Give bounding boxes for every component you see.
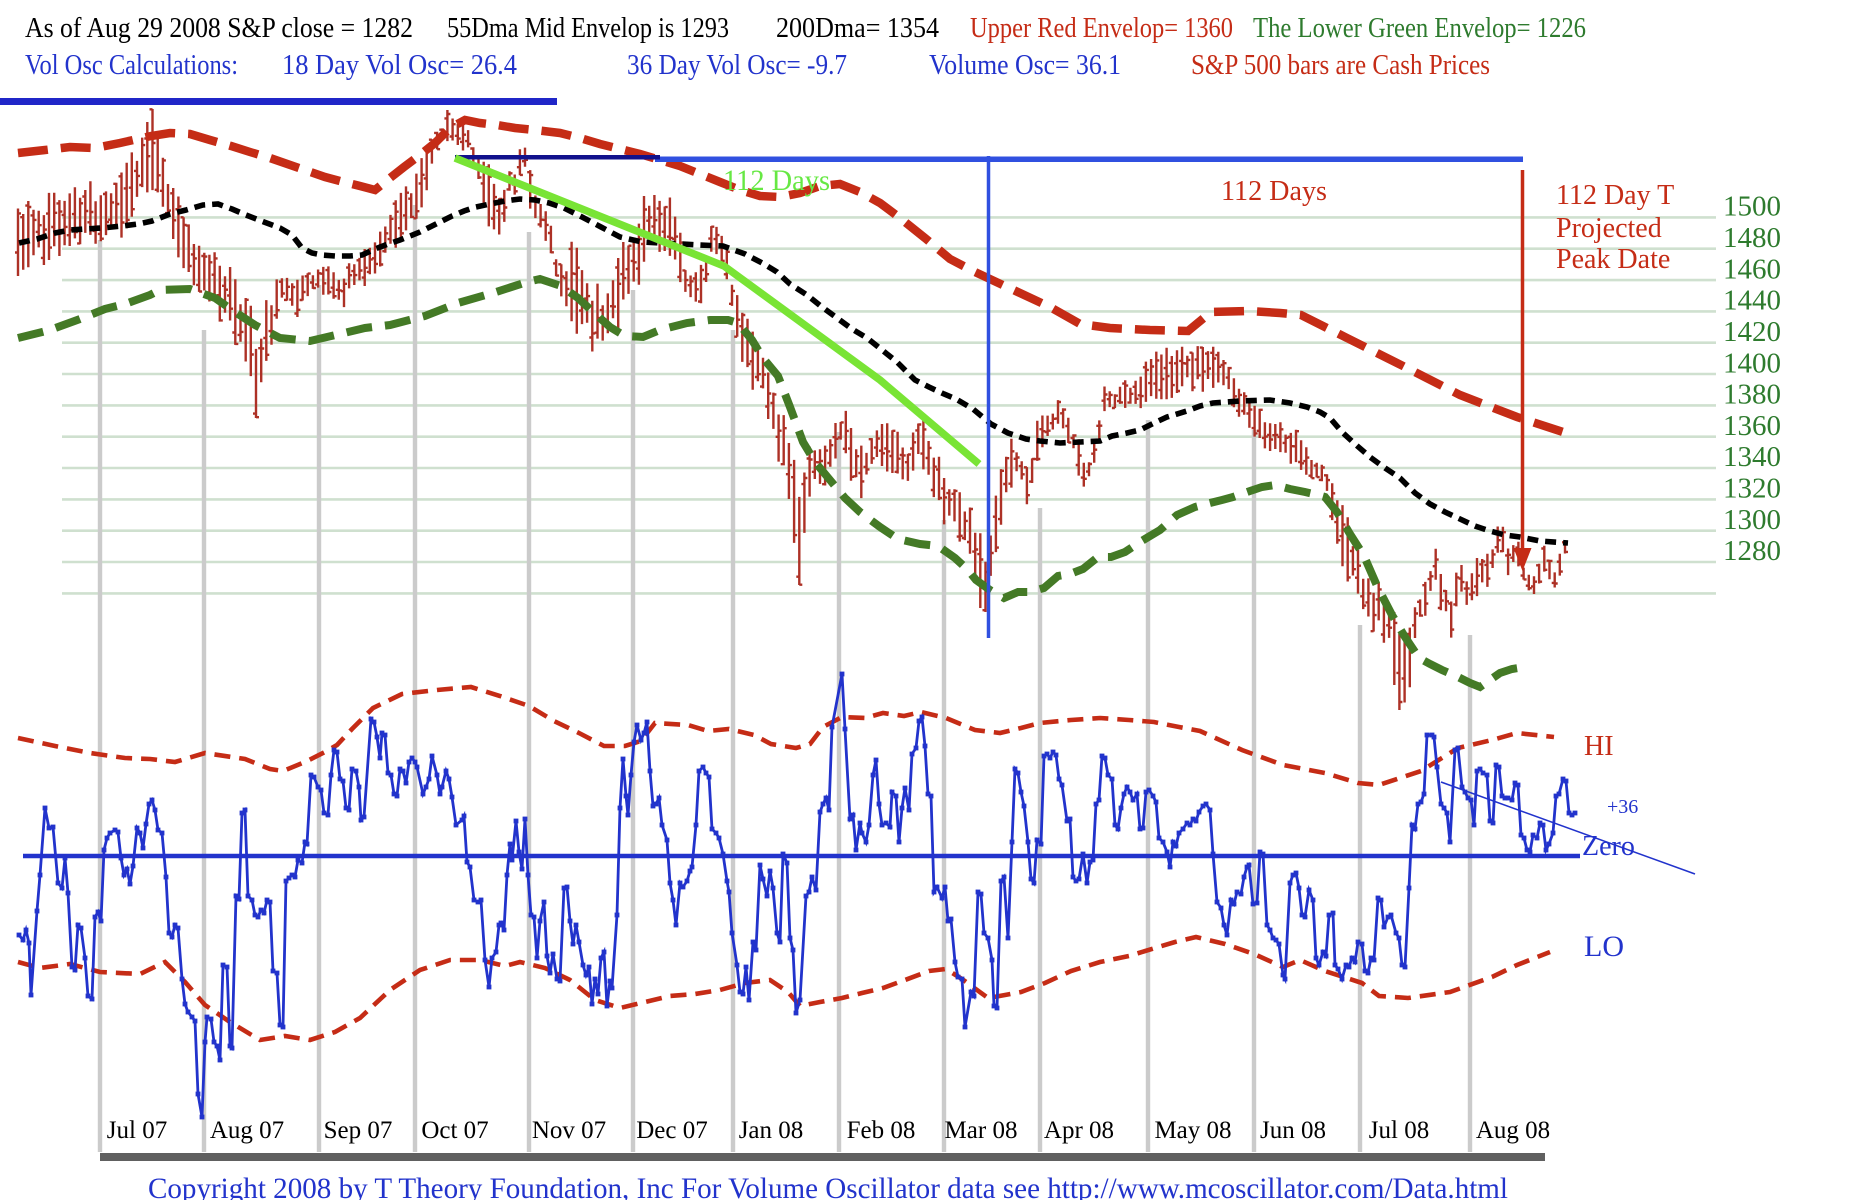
svg-text:112 Days: 112 Days [723,164,830,197]
svg-text:Aug 07: Aug 07 [210,1117,284,1144]
svg-text:Peak Date: Peak Date [1556,244,1670,275]
svg-text:Vol Osc Calculations:: Vol Osc Calculations: [25,50,238,81]
svg-text:The Lower Green Envelop= 1226: The Lower Green Envelop= 1226 [1253,13,1586,44]
svg-text:HI: HI [1584,731,1614,762]
svg-text:Dec 07: Dec 07 [636,1117,708,1144]
svg-text:1500: 1500 [1723,191,1781,223]
svg-text:Jul 08: Jul 08 [1369,1117,1429,1144]
svg-text:Feb 08: Feb 08 [847,1117,916,1144]
svg-text:1380: 1380 [1723,379,1781,411]
svg-text:+36: +36 [1607,796,1638,818]
svg-text:Nov 07: Nov 07 [532,1117,606,1144]
svg-text:112 Day T: 112 Day T [1556,180,1674,211]
svg-text:55Dma Mid Envelop is 1293: 55Dma Mid Envelop is 1293 [447,13,729,44]
svg-text:May 08: May 08 [1154,1117,1231,1144]
svg-text:1440: 1440 [1723,285,1781,317]
svg-text:1420: 1420 [1723,316,1781,348]
svg-text:1360: 1360 [1723,410,1781,442]
svg-text:36 Day Vol Osc= -9.7: 36 Day Vol Osc= -9.7 [627,50,847,81]
svg-text:1460: 1460 [1723,253,1781,285]
svg-text:Copyright 2008 by T Theory Fou: Copyright 2008 by T Theory Foundation, I… [148,1172,1508,1200]
svg-text:Jun 08: Jun 08 [1260,1117,1326,1144]
svg-text:S&P 500 bars are Cash Prices: S&P 500 bars are Cash Prices [1191,50,1490,81]
svg-text:Sep 07: Sep 07 [324,1117,393,1144]
svg-text:1300: 1300 [1723,504,1781,536]
svg-text:1400: 1400 [1723,347,1781,379]
svg-text:Apr 08: Apr 08 [1044,1117,1114,1144]
svg-text:Jan 08: Jan 08 [739,1117,804,1144]
svg-text:Oct 07: Oct 07 [421,1117,488,1144]
svg-text:112 Days: 112 Days [1221,175,1327,207]
svg-text:Aug 08: Aug 08 [1476,1117,1550,1144]
svg-text:1320: 1320 [1723,473,1781,505]
svg-text:LO: LO [1584,930,1624,963]
svg-text:200Dma= 1354: 200Dma= 1354 [776,13,939,44]
svg-text:Volume Osc= 36.1: Volume Osc= 36.1 [929,50,1121,81]
svg-text:18 Day Vol Osc= 26.4: 18 Day Vol Osc= 26.4 [282,50,517,81]
svg-text:1280: 1280 [1723,535,1781,567]
svg-text:Upper Red Envelop= 1360: Upper Red Envelop= 1360 [970,13,1233,44]
svg-text:1480: 1480 [1723,222,1781,254]
svg-text:1340: 1340 [1723,441,1781,473]
svg-text:Zero: Zero [1582,831,1635,862]
svg-text:Jul 07: Jul 07 [107,1117,167,1144]
svg-text:Mar 08: Mar 08 [945,1117,1018,1144]
svg-text:Projected: Projected [1556,213,1662,244]
svg-text:As of Aug 29 2008 S&P close: As of Aug 29 2008 S&P close = 1282 [25,13,413,44]
